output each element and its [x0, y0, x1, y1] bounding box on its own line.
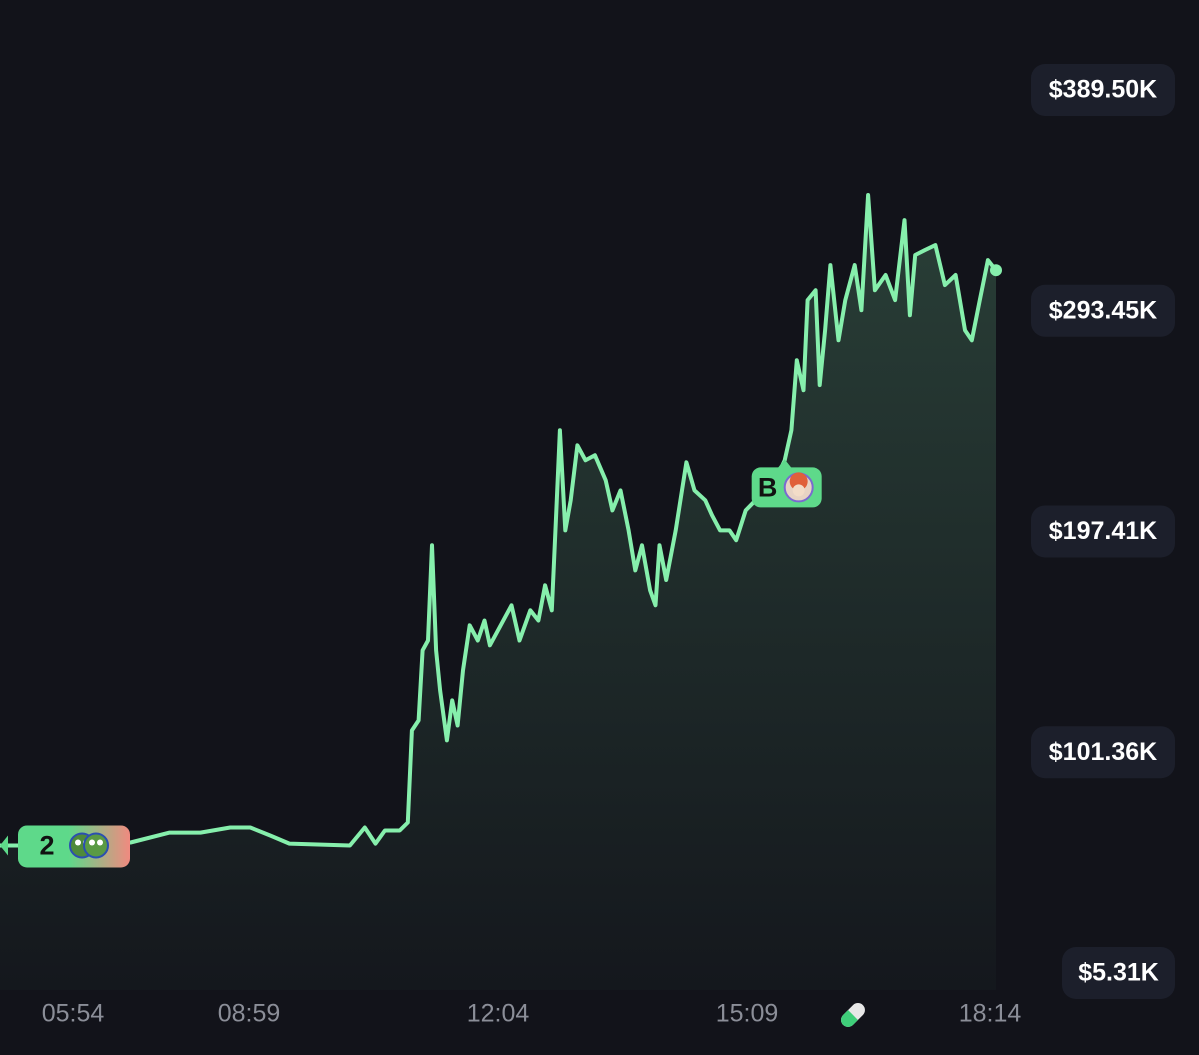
- marker-pointer: [0, 835, 8, 856]
- x-tick-label: 18:14: [959, 1000, 1022, 1028]
- y-tick-pill: [1031, 64, 1175, 116]
- marker-label: 2: [39, 831, 54, 861]
- x-tick-label: 15:09: [716, 1000, 779, 1028]
- x-tick-label: 12:04: [467, 1000, 530, 1028]
- pill-icon: [841, 1003, 865, 1027]
- y-tick-label: $293.45K: [1049, 296, 1157, 324]
- y-tick-label: $197.41K: [1049, 517, 1157, 545]
- marker-pointer: [776, 459, 793, 470]
- avatar-face: [792, 484, 805, 497]
- x-tick-label: 08:59: [218, 1000, 281, 1028]
- area: [0, 195, 996, 990]
- avatar-hair: [789, 472, 808, 491]
- trade-marker: B: [751, 459, 822, 508]
- avatar-eye: [97, 839, 103, 846]
- y-tick-pill: [1031, 284, 1175, 337]
- avatar-eye: [89, 839, 95, 846]
- avatar: [83, 832, 109, 859]
- y-tick-label: $5.31K: [1078, 959, 1159, 987]
- avatar-eye: [75, 839, 81, 846]
- trade-marker: 2: [0, 825, 130, 868]
- line: [0, 193, 998, 848]
- marker-label: B: [758, 473, 778, 503]
- y-tick-pill: [1031, 505, 1175, 558]
- y-tick-label: $101.36K: [1049, 738, 1157, 766]
- y-tick-pill: [1031, 726, 1175, 779]
- x-tick-label: 05:54: [42, 1000, 105, 1028]
- y-tick-pill: [1062, 947, 1175, 999]
- end-dot: [990, 264, 1002, 277]
- y-tick-label: $389.50K: [1049, 76, 1157, 104]
